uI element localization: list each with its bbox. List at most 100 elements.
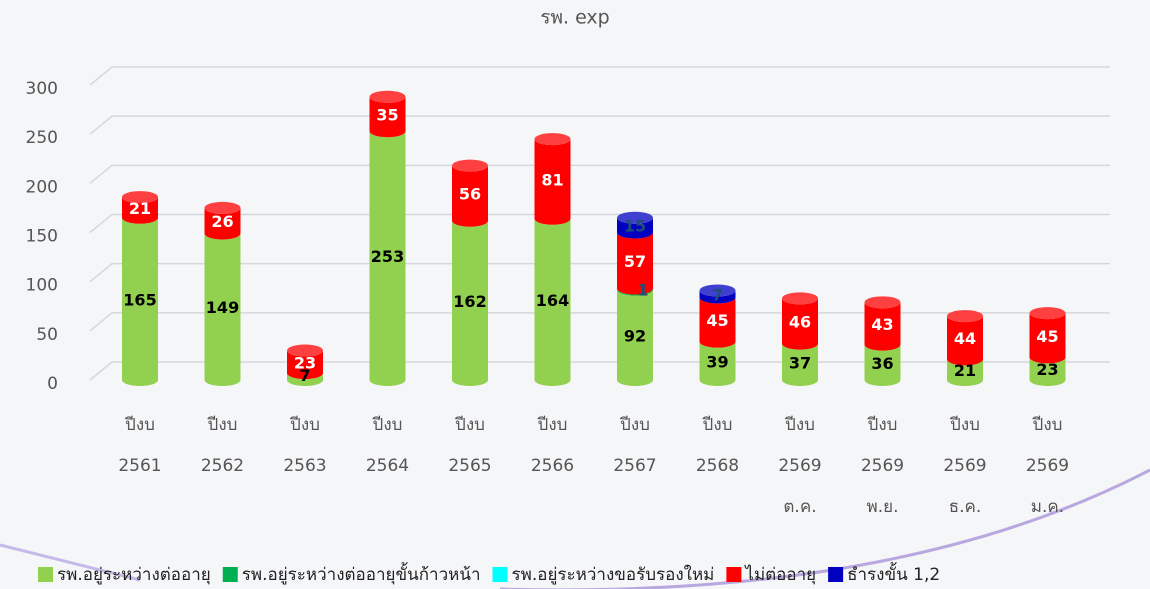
bar-segment [947, 316, 983, 366]
bar-segment [1029, 313, 1066, 364]
data-label: 7 [712, 285, 723, 304]
bar-segment [452, 220, 488, 386]
bar-cap [534, 133, 571, 146]
bar-segment [369, 96, 406, 138]
data-label: 15 [624, 217, 646, 236]
data-label: 35 [376, 106, 398, 125]
data-label: 7 [299, 366, 310, 385]
x-tick-label: 2569 [861, 456, 904, 476]
grid-line [89, 66, 1110, 86]
grid-line [89, 262, 1110, 283]
x-tick-label: ปีงบ [289, 415, 320, 435]
grid-line [89, 213, 1110, 234]
legend-label: รพ.อยู่ระหว่างต่ออายุ [57, 565, 211, 585]
data-label: 21 [954, 361, 976, 380]
bar-segment [782, 343, 818, 386]
data-label: 26 [211, 212, 233, 231]
y-tick-label: 250 [26, 128, 58, 148]
chart-title: รพ. exp [540, 7, 609, 29]
data-label: 37 [789, 353, 811, 372]
bar-segment [617, 217, 653, 239]
x-tick-label: ปีงบ [537, 415, 568, 435]
data-label: 36 [871, 354, 893, 373]
legend-swatch [492, 567, 508, 582]
legend-label: รพ.อยู่ระหว่างขอรับรองใหม่ [512, 564, 715, 585]
x-tick-label: 2569 [1026, 456, 1069, 476]
x-tick-label: ปีงบ [867, 415, 898, 435]
bar-cap [699, 284, 736, 297]
x-tick-label: ปีงบ [1032, 415, 1063, 435]
bar-segment [617, 232, 653, 295]
grid-line [89, 115, 1110, 135]
data-label: 162 [453, 292, 486, 311]
legend-label: รพ.อยู่ระหว่างต่ออายุขั้นก้าวหน้า [242, 562, 481, 585]
x-tick-label: ปีงบ [949, 415, 980, 435]
bar-segment [122, 197, 158, 224]
bar-segment [287, 373, 323, 386]
legend-swatch [828, 567, 844, 582]
x-tick-label: 2569 [778, 456, 821, 476]
legend-swatch [38, 567, 53, 582]
data-label: 45 [706, 311, 728, 330]
y-tick-label: 300 [26, 79, 58, 99]
bar-cap [369, 90, 406, 103]
x-tick-label: ปีงบ [372, 415, 403, 435]
bar-segment [617, 289, 653, 386]
bar-cap [947, 310, 983, 323]
data-label: 23 [1036, 360, 1058, 379]
x-tick-label: ปีงบ [619, 415, 650, 435]
x-tick-label: 2563 [283, 456, 326, 476]
y-tick-label: 150 [26, 227, 58, 247]
bar-segment [369, 131, 406, 386]
data-label: 164 [536, 291, 569, 310]
y-tick-label: 100 [26, 276, 58, 296]
data-label: 23 [294, 353, 316, 372]
x-tick-label: 2562 [201, 456, 244, 476]
bar-segment [699, 341, 736, 386]
x-tick-label: 2568 [696, 456, 739, 476]
legend-label: ไม่ต่ออายุ [743, 564, 816, 585]
legend-swatch [222, 567, 238, 582]
x-tick-label: ธ.ค. [949, 497, 982, 517]
bar-cap [617, 211, 653, 224]
x-tick-label: พ.ย. [867, 497, 899, 517]
bar-segment [122, 217, 158, 386]
bar-cap [1029, 307, 1066, 320]
x-tick-label: 2566 [531, 456, 574, 476]
bar-segment [534, 218, 571, 386]
bar-segment [699, 290, 736, 304]
bar-cap [287, 344, 323, 357]
x-tick-label: 2569 [943, 456, 986, 476]
data-label: 81 [541, 170, 563, 189]
y-tick-label: 0 [47, 374, 58, 394]
x-tick-label: ปีงบ [454, 415, 485, 435]
bar-cap [452, 159, 488, 172]
data-label: 46 [789, 313, 811, 332]
grid-line [89, 164, 1110, 184]
x-tick-label: 2565 [448, 456, 491, 476]
bar-segment [204, 207, 241, 240]
bar-segment [947, 359, 983, 386]
x-tick-label: 2561 [118, 456, 161, 476]
legend-label: ธำรงขั้น 1,2 [847, 562, 940, 585]
x-tick-label: ปีงบ [784, 415, 815, 435]
data-label: 57 [624, 252, 646, 271]
legend-swatch [726, 567, 742, 582]
x-tick-label: 2564 [366, 456, 409, 476]
bar-segment [617, 288, 653, 296]
bar-segment [864, 302, 901, 351]
data-label: 92 [624, 326, 646, 345]
data-label: 149 [206, 298, 239, 317]
data-label: 39 [706, 352, 728, 371]
bar-cap [782, 292, 818, 305]
bar-segment [204, 233, 241, 386]
decoration [500, 468, 1150, 589]
data-label: 253 [371, 247, 404, 266]
bar-segment [782, 298, 818, 350]
data-label: 1 [637, 281, 648, 300]
bar-segment [287, 350, 323, 380]
decoration [0, 543, 141, 582]
data-label: 56 [459, 185, 481, 204]
bar-cap [864, 296, 901, 309]
